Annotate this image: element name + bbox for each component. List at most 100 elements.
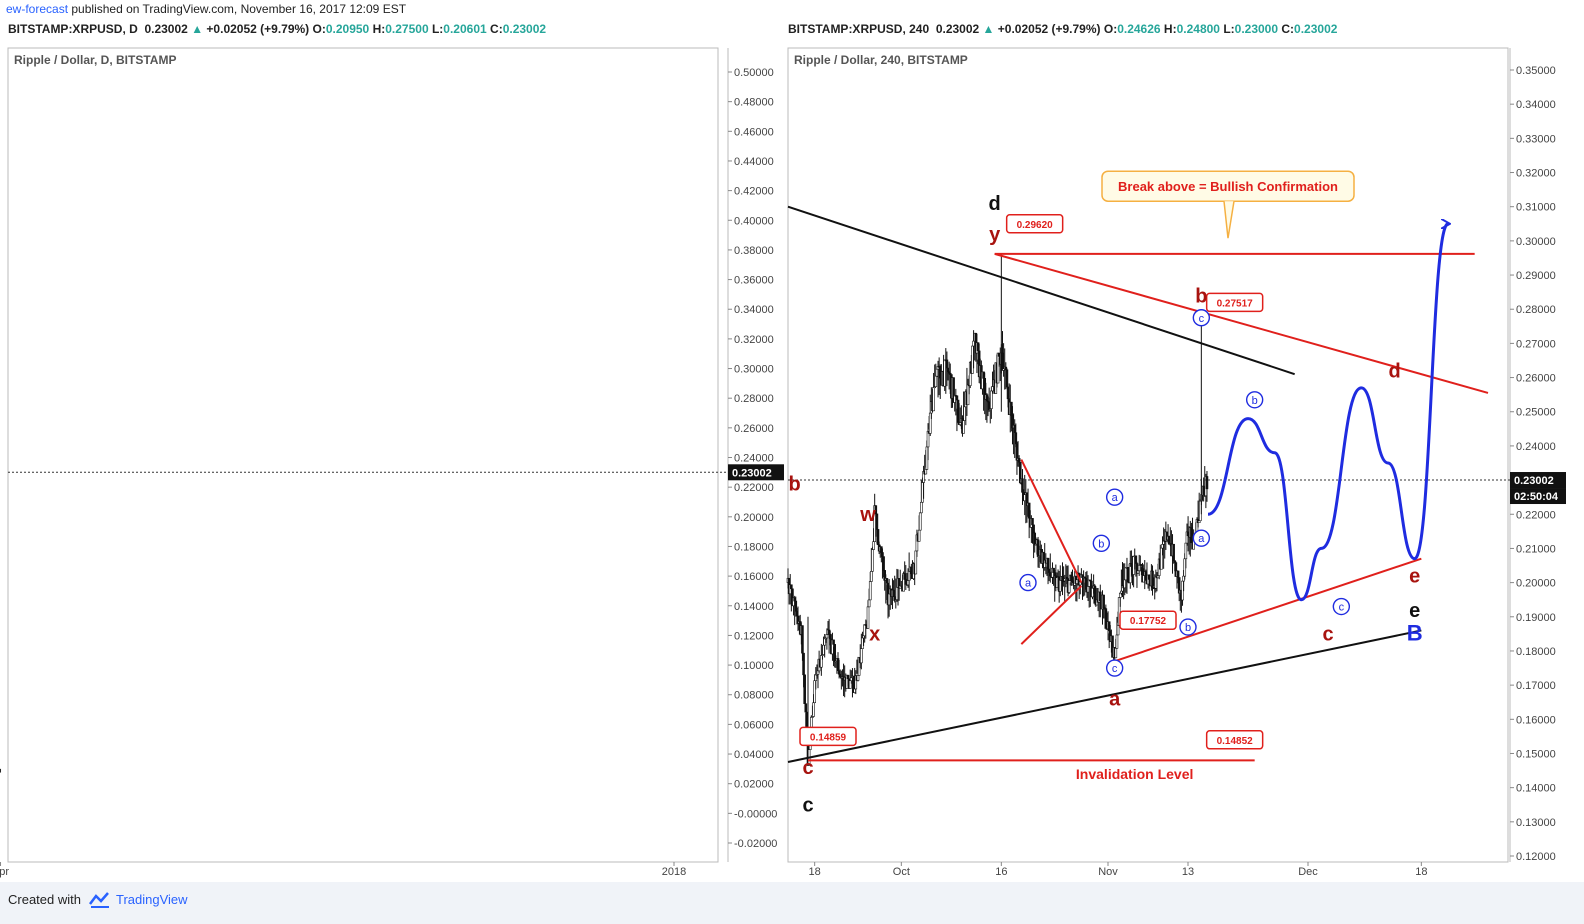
y-tick-label: 0.30000 bbox=[1516, 236, 1556, 248]
charts-canvas[interactable]: Ripple / Dollar, D, BITSTAMP 0.50000 0.480… bbox=[0, 0, 1584, 882]
candle-body bbox=[1116, 624, 1120, 636]
up-arrow-icon: ▲ bbox=[191, 22, 204, 36]
red-trendline[interactable] bbox=[1114, 557, 1422, 663]
last-price-label: 0.23002 bbox=[1514, 475, 1554, 487]
red-trendline[interactable] bbox=[1020, 459, 1083, 584]
x-tick-label: 13 bbox=[1182, 866, 1194, 878]
left-price: 0.23002 bbox=[144, 22, 188, 36]
circled-wave-label bbox=[1019, 573, 1037, 592]
y-tick-label: 0.08000 bbox=[734, 690, 774, 702]
y-tick-label: 0.28000 bbox=[734, 393, 774, 405]
last-price-box bbox=[728, 464, 784, 481]
left-open: 0.20950 bbox=[325, 22, 370, 36]
y-tick-label: 0.48000 bbox=[734, 97, 774, 109]
wave-label: B bbox=[1407, 621, 1423, 646]
y-tick-label: 0.22000 bbox=[734, 482, 774, 494]
x-tick-label: Dec bbox=[1298, 866, 1318, 878]
chart-title: Ripple / Dollar, 240, BITSTAMP bbox=[794, 53, 968, 67]
candle-body bbox=[1172, 543, 1175, 561]
candle-body bbox=[932, 387, 935, 412]
price-label: 0.29620 bbox=[1017, 220, 1054, 231]
wave-label: e bbox=[1409, 566, 1420, 588]
chart-title: Ripple / Dollar, D, BITSTAMP bbox=[14, 53, 176, 67]
countdown-label: 02:50:04 bbox=[1514, 491, 1559, 503]
wave-label: b bbox=[1195, 285, 1207, 307]
x-tick-label: 16 bbox=[995, 866, 1007, 878]
y-tick-label: 0.06000 bbox=[734, 719, 774, 731]
right-chart-panel[interactable]: Ripple / Dollar, 240, BITSTAMP 0.35000 0.3… bbox=[786, 47, 1566, 878]
left-close: 0.23002 bbox=[502, 22, 547, 36]
candle-body bbox=[991, 386, 994, 392]
circled-wave-text: b bbox=[1098, 538, 1104, 550]
y-tick-label: 0.24000 bbox=[1516, 441, 1556, 453]
wave-label: d bbox=[1389, 361, 1401, 383]
y-tick-label: 0.18000 bbox=[1516, 646, 1556, 658]
candle-body bbox=[885, 578, 889, 584]
y-tick-label: 0.15000 bbox=[1516, 748, 1556, 760]
candle-body bbox=[996, 352, 1000, 384]
circled-wave-text: b bbox=[1185, 622, 1191, 634]
price-label: 0.14852 bbox=[1217, 736, 1254, 747]
left-symbol[interactable]: BITSTAMP:XRPUSD, D bbox=[8, 22, 138, 36]
candle-body bbox=[832, 639, 835, 645]
y-tick-label: 0.14000 bbox=[734, 601, 774, 613]
circled-wave-text: c bbox=[1112, 663, 1118, 675]
candle-body bbox=[867, 599, 871, 608]
candle-body bbox=[1114, 647, 1118, 659]
last-price-label: 0.23002 bbox=[732, 467, 772, 479]
circled-wave-label bbox=[1192, 529, 1211, 547]
red-trendline[interactable] bbox=[994, 252, 1489, 394]
candle-body bbox=[825, 634, 829, 639]
projection-path[interactable] bbox=[1207, 224, 1448, 602]
left-chart-panel[interactable]: Ripple / Dollar, D, BITSTAMP 0.50000 0.480… bbox=[0, 47, 784, 878]
author-link[interactable]: ew-forecast bbox=[6, 2, 69, 16]
y-tick-label: 0.50000 bbox=[734, 67, 774, 79]
publish-header: ew-forecast published on TradingView.com… bbox=[0, 0, 1584, 18]
candle-body bbox=[870, 571, 873, 582]
circled-wave-label bbox=[1179, 618, 1197, 636]
x-tick-label: Oct bbox=[893, 866, 910, 878]
black-trendline[interactable] bbox=[787, 629, 1422, 764]
candle-body bbox=[920, 501, 923, 514]
price-label-box bbox=[1205, 730, 1264, 750]
candle-body bbox=[856, 675, 860, 681]
black-trendline[interactable] bbox=[787, 205, 1295, 376]
candle-body bbox=[790, 584, 793, 590]
left-high: 0.27500 bbox=[385, 22, 429, 36]
y-tick-label: 0.28000 bbox=[1516, 304, 1556, 316]
candle-body bbox=[812, 702, 815, 717]
candle-body bbox=[1031, 518, 1034, 526]
circled-wave-text: b bbox=[1252, 395, 1258, 407]
y-tick-label: 0.16000 bbox=[1516, 714, 1556, 726]
y-tick-label: 0.33000 bbox=[1516, 133, 1556, 145]
y-tick-label: 0.16000 bbox=[734, 571, 774, 583]
right-low: 0.23000 bbox=[1234, 22, 1279, 36]
candle-body bbox=[1046, 557, 1050, 570]
y-tick-label: 0.17000 bbox=[1516, 680, 1556, 692]
price-label: 0.14859 bbox=[810, 732, 847, 743]
footer: Created with TradingView bbox=[0, 882, 1584, 924]
candle-body bbox=[918, 512, 922, 531]
wave-label: d bbox=[989, 193, 1001, 215]
circled-wave-text: a bbox=[1112, 492, 1119, 504]
tradingview-link[interactable]: TradingView bbox=[116, 892, 188, 907]
y-tick-label: 0.24000 bbox=[734, 453, 774, 465]
y-tick-label: 0.25000 bbox=[1516, 407, 1556, 419]
candle-body bbox=[872, 541, 875, 550]
wave-label: e bbox=[1409, 600, 1420, 622]
candle-body bbox=[882, 556, 885, 571]
y-tick-label: 0.26000 bbox=[734, 423, 774, 435]
red-trendline[interactable] bbox=[1020, 585, 1083, 645]
circled-wave-text: a bbox=[1198, 533, 1205, 545]
circled-wave-text: c bbox=[1199, 313, 1205, 325]
y-tick-label: -0.00000 bbox=[734, 808, 777, 820]
y-tick-label: 0.26000 bbox=[1516, 373, 1556, 385]
price-label-box bbox=[1205, 292, 1264, 313]
candle-body bbox=[1176, 570, 1180, 578]
y-tick-label: 0.35000 bbox=[1516, 65, 1556, 77]
left-ticker-header: BITSTAMP:XRPUSD, D 0.23002 ▲ +0.02052 (+… bbox=[8, 22, 547, 36]
wave-label: w bbox=[859, 504, 876, 526]
candle-body bbox=[917, 529, 921, 542]
right-symbol[interactable]: BITSTAMP:XRPUSD, 240 bbox=[788, 22, 930, 36]
y-tick-label: 0.27000 bbox=[1516, 338, 1556, 350]
